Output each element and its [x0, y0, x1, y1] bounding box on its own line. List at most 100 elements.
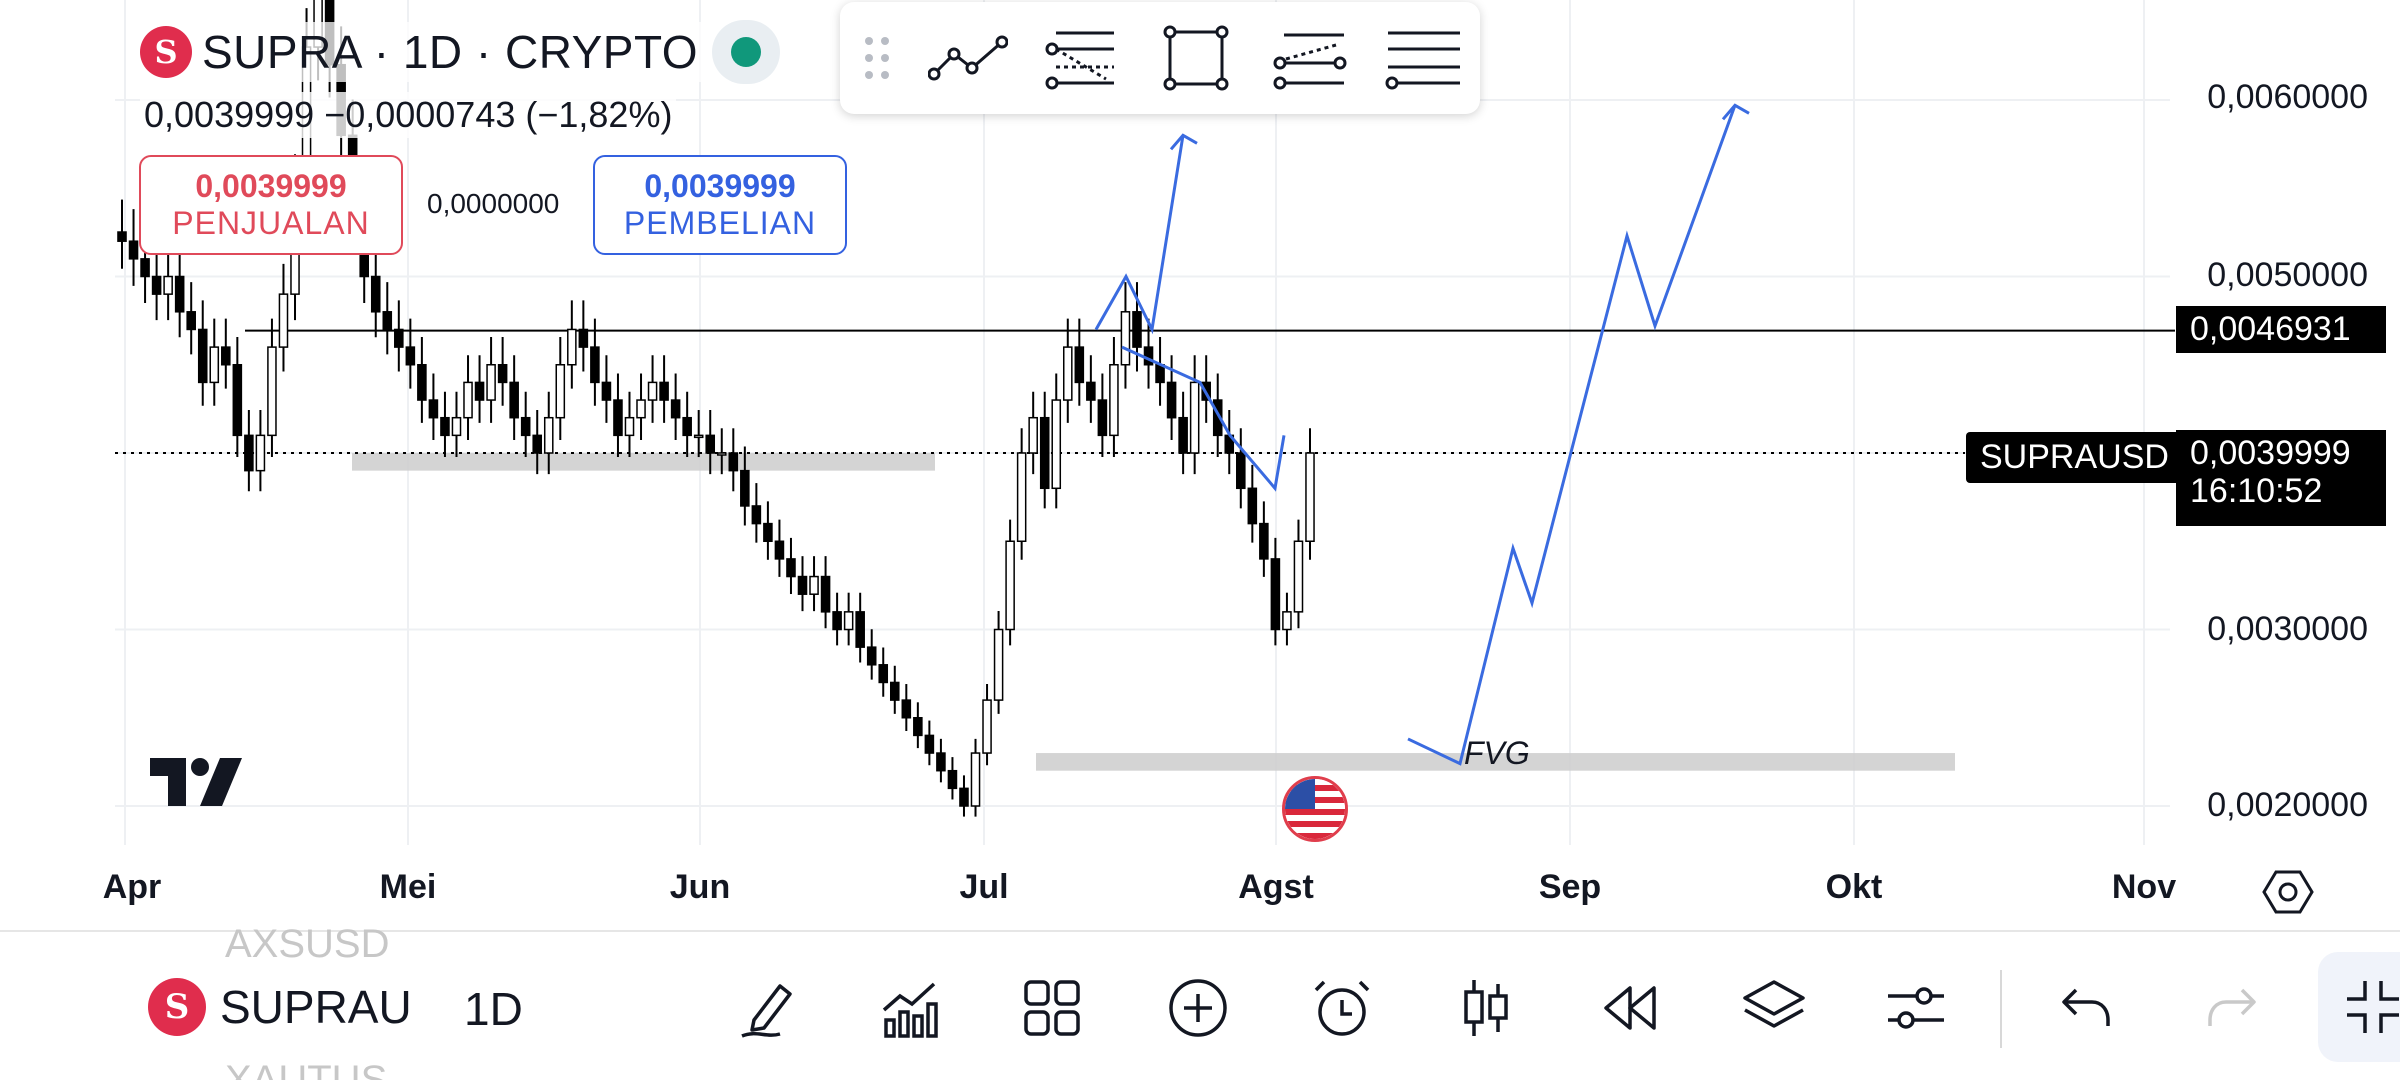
parallel-channel-tool[interactable]: [1270, 18, 1350, 98]
candle: [774, 540, 785, 560]
projection-arrowhead: [1169, 133, 1198, 151]
candle: [936, 752, 946, 772]
candle: [786, 558, 796, 578]
level-price-tag[interactable]: 0,0046931: [2176, 306, 2386, 353]
indicators-button[interactable]: [874, 972, 946, 1044]
layouts-icon: [1024, 980, 1080, 1036]
fib-retracement-tool[interactable]: [1042, 18, 1122, 98]
support-zone[interactable]: [352, 453, 935, 471]
indicators-icon: [882, 982, 938, 1038]
y-axis-label: 0,0020000: [2207, 786, 2368, 824]
candle: [959, 787, 969, 807]
trend-line-tool[interactable]: [928, 18, 1008, 98]
horizontal-lines-tool[interactable]: [1384, 18, 1464, 98]
candle: [267, 346, 277, 437]
current-price-tag: 0,0039999 16:10:52: [2176, 430, 2386, 526]
sell-label: PENJUALAN: [172, 205, 370, 241]
symbol-header[interactable]: S SUPRA · 1D · CRYPTO: [140, 22, 709, 82]
candle: [128, 240, 139, 260]
candle: [417, 364, 427, 401]
candle: [636, 399, 646, 419]
candle: [578, 328, 589, 348]
candle: [440, 416, 450, 437]
projection-line-small[interactable]: [1094, 135, 1185, 335]
candle: [878, 664, 889, 684]
alarm-icon: [1314, 980, 1370, 1036]
trend-line-icon: [928, 35, 1008, 81]
candle: [751, 505, 762, 525]
candle: [197, 328, 208, 384]
fullscreen-button[interactable]: [2318, 952, 2400, 1062]
candle: [428, 399, 439, 419]
market-status-button[interactable]: [712, 20, 780, 84]
candle: [278, 293, 289, 348]
settings-sliders-icon: [1888, 987, 1944, 1029]
parallel-channel-icon: [1273, 33, 1347, 90]
buy-label: PEMBELIAN: [623, 205, 817, 241]
us-economic-event-icon[interactable]: [1282, 776, 1348, 842]
drawing-toolbar: [840, 2, 1480, 114]
candle: [1155, 364, 1165, 384]
candle: [1097, 399, 1108, 437]
object-tree-button[interactable]: [1738, 972, 1810, 1044]
drawing-tools-button[interactable]: [732, 972, 804, 1044]
candle: [924, 734, 935, 754]
projection-line-main[interactable]: [1407, 104, 1737, 766]
redo-icon: [2208, 988, 2256, 1026]
replay-button[interactable]: [1594, 972, 1666, 1044]
candle: [382, 311, 393, 331]
candle: [913, 717, 923, 737]
fvg-zone[interactable]: [1036, 753, 1955, 771]
alerts-button[interactable]: [1306, 972, 1378, 1044]
bottom-toolbar: AXSUSD S SUPRAU XAUTUS 1D: [0, 922, 2400, 1080]
symbol-price-tag: SUPRAUSD: [1966, 432, 2183, 483]
candle: [174, 275, 185, 313]
symbol-switcher[interactable]: S SUPRAU: [148, 972, 412, 1042]
candle: [889, 681, 900, 701]
market-open-dot-icon: [731, 37, 761, 67]
tradingview-logo-icon[interactable]: [150, 758, 242, 806]
candle: [394, 328, 404, 348]
projection-line-dip[interactable]: [1121, 345, 1286, 492]
candle: [232, 364, 243, 437]
candle: [624, 416, 635, 437]
candle: [532, 434, 543, 454]
candle: [728, 452, 739, 472]
undo-button[interactable]: [2050, 972, 2122, 1044]
buy-price: 0,0039999: [644, 168, 796, 204]
redo-button[interactable]: [2196, 972, 2268, 1044]
layouts-button[interactable]: [1016, 972, 1088, 1044]
candle: [1293, 540, 1304, 613]
symbol-title[interactable]: SUPRA · 1D · CRYPTO: [202, 26, 699, 78]
sell-button[interactable]: 0,0039999 PENJUALAN: [139, 155, 403, 255]
candle: [832, 611, 842, 631]
candle: [209, 346, 220, 384]
candle: [221, 346, 231, 366]
chart-type-button[interactable]: [1450, 972, 1522, 1044]
buy-button[interactable]: 0,0039999 PEMBELIAN: [593, 155, 847, 255]
candle: [1189, 381, 1200, 454]
candle: [186, 311, 196, 331]
fib-retracement-icon: [1045, 31, 1114, 90]
candle: [647, 381, 658, 401]
replay-icon: [1604, 986, 1656, 1030]
axis-settings-icon[interactable]: [2262, 866, 2314, 918]
candle: [1028, 416, 1038, 454]
candle: [590, 346, 600, 384]
candle: [543, 416, 554, 454]
projection-arrowhead: [1721, 103, 1750, 121]
candle: [970, 752, 981, 807]
candle: [1305, 452, 1315, 542]
rectangle-tool[interactable]: [1156, 18, 1236, 98]
candle: [1166, 381, 1177, 419]
interval-button[interactable]: 1D: [464, 983, 523, 1035]
toolbar-divider: [2000, 970, 2002, 1048]
bar-countdown: 16:10:52: [2190, 472, 2323, 510]
candle: [474, 381, 485, 401]
chart-settings-button[interactable]: [1880, 972, 1952, 1044]
candle: [1051, 399, 1062, 490]
add-button[interactable]: [1162, 972, 1234, 1044]
candles-icon: [1464, 980, 1508, 1036]
ghost-symbol-above: AXSUSD: [225, 922, 390, 966]
drag-handle-icon[interactable]: [860, 33, 894, 83]
